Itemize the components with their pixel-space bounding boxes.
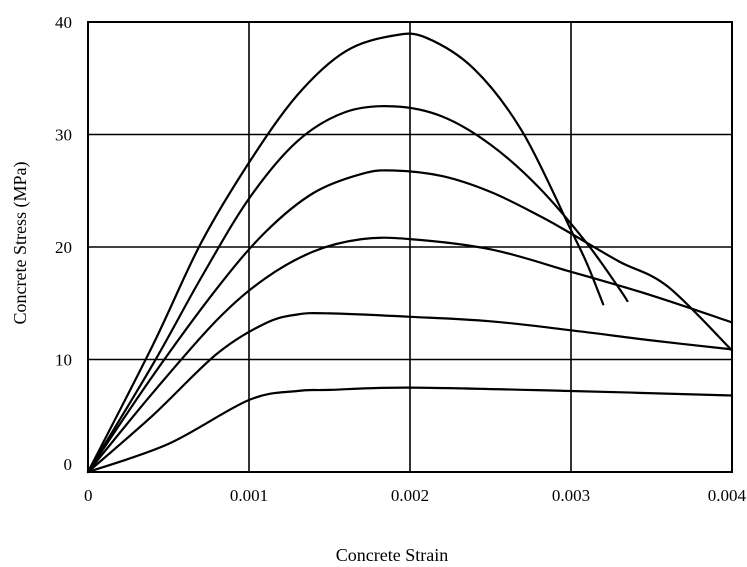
grid (88, 22, 732, 472)
y-tick-label: 40 (55, 13, 72, 32)
stress-strain-curve-6 (86, 32, 605, 474)
stress-strain-curve-3 (86, 236, 734, 474)
x-tick-label: 0 (84, 486, 93, 505)
x-tick-labels: 0 0.001 0.002 0.003 0.004 (84, 486, 747, 505)
x-tick-label: 0.003 (552, 486, 590, 505)
x-tick-label: 0.002 (391, 486, 429, 505)
y-tick-labels: 0 10 20 30 40 (55, 13, 72, 474)
stress-strain-curve-2 (86, 312, 734, 474)
x-tick-label: 0.001 (230, 486, 268, 505)
y-tick-label: 0 (64, 455, 73, 474)
y-tick-label: 20 (55, 238, 72, 257)
plot-frame (87, 21, 733, 473)
y-tick-label: 30 (55, 126, 72, 145)
curves (86, 32, 734, 474)
y-tick-label: 10 (55, 351, 72, 370)
x-tick-label: 0.004 (708, 486, 747, 505)
x-axis-title: Concrete Strain (336, 545, 448, 565)
y-axis-title: Concrete Stress (MPa) (10, 162, 31, 325)
stress-strain-curve-4 (86, 169, 734, 474)
stress-strain-curve-1 (86, 386, 734, 474)
stress-strain-curve-5 (86, 105, 629, 474)
